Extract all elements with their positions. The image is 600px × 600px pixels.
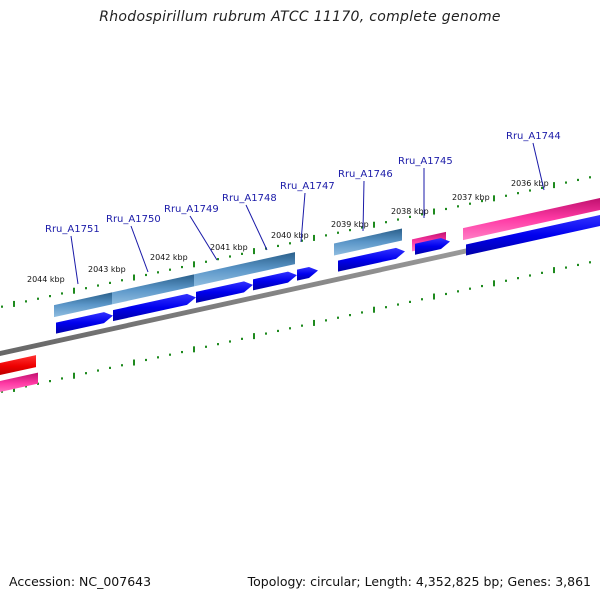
tick-rings	[1, 176, 591, 393]
cds-feature[interactable]	[338, 247, 405, 272]
gene-feature[interactable]	[334, 228, 402, 256]
cds-feature[interactable]	[253, 271, 297, 291]
cds-feature[interactable]	[196, 281, 253, 303]
gene-feature[interactable]	[54, 292, 112, 318]
genome-backbone	[0, 219, 600, 356]
gene-label[interactable]: Rru_A1744	[506, 131, 561, 142]
gene-label[interactable]: Rru_A1745	[398, 156, 453, 167]
cds-feature[interactable]	[56, 312, 113, 334]
map-title: Rhodospirillum rubrum ATCC 11170, comple…	[99, 9, 501, 25]
cds-feature[interactable]	[415, 237, 450, 255]
accession-label: Accession: NC_007643	[9, 574, 152, 589]
gene-label[interactable]: Rru_A1748	[222, 193, 277, 204]
kbp-label: 2043 kbp	[88, 265, 126, 274]
kbp-label: 2042 kbp	[150, 253, 188, 262]
gene-label-leader	[189, 215, 218, 261]
gene-feature[interactable]	[0, 355, 36, 377]
gene-label[interactable]: Rru_A1747	[280, 181, 335, 192]
gene-label-leader	[245, 204, 268, 251]
kbp-label: 2041 kbp	[210, 243, 248, 252]
gene-label-leader	[362, 180, 365, 232]
kbp-label: 2040 kbp	[271, 231, 309, 240]
gene-feature[interactable]	[194, 252, 295, 287]
kbp-label: 2044 kbp	[27, 275, 65, 284]
gene-feature[interactable]	[0, 372, 38, 395]
topology-label: Topology: circular; Length: 4,352,825 bp…	[247, 574, 591, 589]
cds-feature[interactable]	[113, 293, 196, 322]
gene-label[interactable]: Rru_A1750	[106, 214, 161, 225]
gene-label-leader	[532, 142, 545, 191]
label-layer: 2044 kbp 2043 kbp 2042 kbp 2041 kbp 2040 kbp…	[27, 131, 561, 285]
gene-feature[interactable]	[112, 274, 194, 305]
kbp-label: 2039 kbp	[331, 220, 369, 229]
gene-label[interactable]: Rru_A1751	[45, 224, 100, 235]
gene-label[interactable]: Rru_A1746	[338, 169, 393, 180]
cds-feature[interactable]	[297, 267, 318, 281]
backbone-group	[0, 219, 600, 356]
gene-feature[interactable]	[463, 198, 600, 241]
gene-label-leader	[130, 225, 149, 273]
kbp-label: 2038 kbp	[391, 207, 429, 216]
kbp-label: 2037 kbp	[452, 193, 490, 202]
feature-tracks	[0, 198, 600, 395]
gene-label-leader	[300, 192, 306, 243]
gene-label[interactable]: Rru_A1749	[164, 204, 219, 215]
gene-label-leader	[70, 235, 79, 285]
kbp-label: 2036 kbp	[511, 179, 549, 188]
cds-feature[interactable]	[466, 215, 600, 256]
